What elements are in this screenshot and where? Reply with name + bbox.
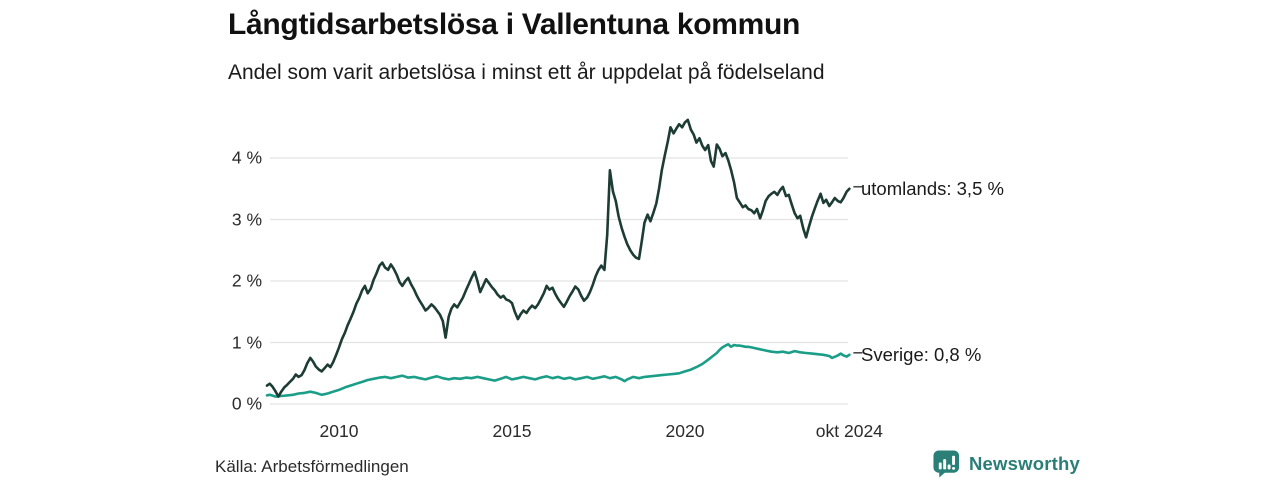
y-tick-label: 2 %	[231, 270, 262, 291]
x-tick-label: 2020	[665, 421, 705, 441]
newsworthy-chart-bubble-icon	[932, 449, 961, 479]
brand-footer: Newsworthy	[932, 449, 1080, 479]
series-line-utomlands	[265, 118, 851, 398]
series-end-label-sverige: Sverige: 0,8 %	[861, 343, 982, 365]
y-tick-label: 1 %	[231, 331, 262, 352]
y-tick-label: 4 %	[231, 147, 262, 168]
x-tick-label: okt 2024	[815, 421, 883, 441]
series-line-sverige	[265, 342, 851, 398]
brand-name: Newsworthy	[969, 453, 1080, 474]
source-note: Källa: Arbetsförmedlingen	[215, 457, 409, 476]
page-subtitle: Andel som varit arbetslösa i minst ett å…	[228, 61, 825, 84]
page-title: Långtidsarbetslösa i Vallentuna kommun	[228, 8, 801, 41]
series-end-label-utomlands: utomlands: 3,5 %	[861, 177, 1004, 199]
x-tick-label: 2010	[319, 421, 359, 441]
x-tick-label: 2015	[492, 421, 532, 441]
y-tick-label: 0 %	[231, 393, 262, 414]
y-tick-label: 3 %	[231, 208, 262, 229]
